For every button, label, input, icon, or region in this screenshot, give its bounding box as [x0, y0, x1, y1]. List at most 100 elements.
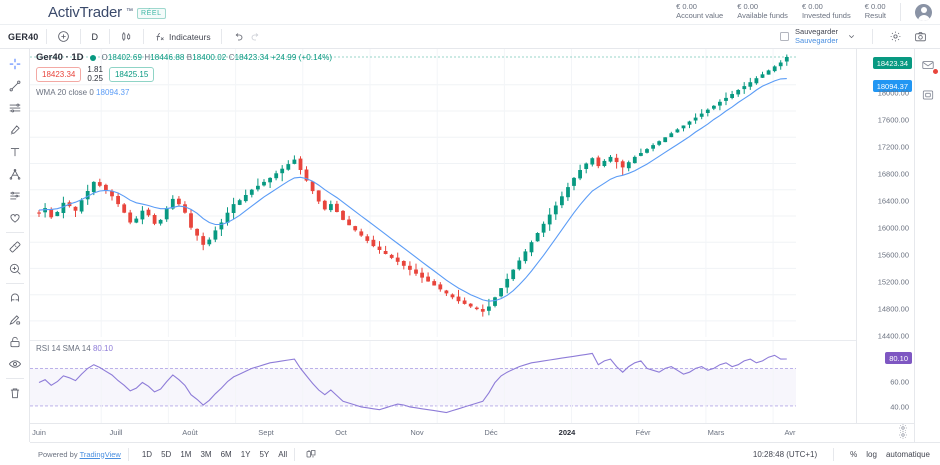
chevron-down-icon[interactable] [844, 24, 859, 49]
chart-legend: Ger40 · 1D O18402.69 H18446.88 B18400.02… [36, 52, 332, 97]
drawing-toolbar [0, 49, 30, 442]
window-save-icon[interactable] [918, 85, 938, 105]
lock-icon[interactable] [3, 331, 27, 353]
gann-fan-icon[interactable] [3, 163, 27, 185]
indicators-button[interactable]: Indicateurs [151, 24, 214, 49]
divider [294, 447, 296, 461]
trend-line-icon[interactable] [3, 75, 27, 97]
account-summary: € 0.00 Account value € 0.00 Available fu… [676, 3, 940, 21]
auto-scale-button[interactable]: automatique [885, 449, 930, 459]
range-selector: 1D 5D 1M 3M 6M 1Y 5Y All [142, 450, 287, 459]
redo-button[interactable] [247, 24, 265, 49]
add-symbol-button[interactable] [54, 24, 73, 49]
price-chart-pane[interactable]: Ger40 · 1D O18402.69 H18446.88 B18400.02… [30, 49, 914, 337]
price-tick-15200: 15200.00 [877, 277, 909, 287]
divider [79, 29, 81, 44]
price-axis[interactable]: 18423.34 18094.37 18000.00 17600.00 1720… [856, 49, 914, 423]
ohlc-open-key: O [101, 53, 108, 62]
trademark-symbol: ™ [125, 7, 133, 15]
wma-indicator-legend[interactable]: WMA 20 close 0 18094.37 [36, 88, 332, 97]
measure-ruler-icon[interactable] [3, 236, 27, 258]
chart-type-button[interactable] [117, 24, 136, 49]
range-6m[interactable]: 6M [220, 449, 232, 459]
range-3m[interactable]: 3M [200, 449, 212, 459]
result-amount: € 0.00 [864, 2, 886, 12]
candlestick-plot [30, 49, 796, 337]
ohlc-low-key: B [186, 53, 193, 62]
brand-logo[interactable]: ActivTrader ™ RÉEL [48, 4, 166, 21]
result-label: Result [864, 11, 886, 20]
wma-value: 18094.37 [96, 87, 130, 97]
range-1y[interactable]: 1Y [240, 449, 251, 459]
rsi-axis-gear-icon[interactable] [898, 420, 908, 438]
pattern-icon[interactable] [3, 185, 27, 207]
favorites-heart-icon[interactable] [3, 207, 27, 229]
brush-icon[interactable] [3, 119, 27, 141]
chart-area[interactable]: Ger40 · 1D O18402.69 H18446.88 B18400.02… [30, 49, 914, 442]
sell-price-button[interactable]: 18423.34 [36, 67, 82, 83]
percent-scale-button[interactable]: % [850, 449, 858, 459]
ohlc-close-value: 18423.34 [234, 53, 269, 62]
account-value-amount: € 0.00 [676, 2, 697, 12]
spread-top: 1.81 [87, 65, 103, 74]
settings-gear-icon[interactable] [886, 24, 905, 49]
mail-icon[interactable] [918, 55, 939, 75]
time-tick-oct: Oct [335, 428, 347, 437]
compare-icon[interactable] [302, 442, 320, 465]
rsi-value: 80.10 [92, 344, 113, 353]
invested-funds-label: Invested funds [801, 11, 851, 20]
ohlc-close-key: C [228, 53, 235, 62]
magnet-icon[interactable] [3, 287, 27, 309]
price-tick-17200: 17200.00 [877, 142, 909, 152]
result-item: € 0.00 Result [865, 3, 886, 20]
crosshair-icon[interactable] [3, 53, 27, 75]
price-tick-15600: 15600.00 [877, 250, 909, 260]
timeframe-button[interactable]: D [91, 31, 99, 42]
zoom-in-icon[interactable] [3, 258, 27, 280]
bottom-right-group: 10:28:48 (UTC+1) % log automatique [752, 447, 940, 461]
eye-hide-icon[interactable] [3, 353, 27, 375]
right-sidebar [914, 49, 940, 442]
camera-snapshot-icon[interactable] [911, 24, 930, 49]
range-all[interactable]: All [278, 449, 288, 459]
range-5d[interactable]: 5D [161, 449, 172, 459]
rsi-legend[interactable]: RSI 14 SMA 14 80.10 [36, 344, 113, 353]
tradingview-link[interactable]: TradingView [79, 449, 121, 459]
user-avatar[interactable] [915, 3, 932, 21]
draw-lock-icon[interactable] [3, 309, 27, 331]
buy-price-button[interactable]: 18425.15 [108, 67, 155, 83]
invested-funds-amount: € 0.00 [801, 2, 823, 12]
log-scale-button[interactable]: log [866, 449, 877, 459]
price-tick-14800: 14800.00 [877, 304, 909, 314]
divider [5, 283, 24, 284]
save-layout-labels[interactable]: Sauvegarder Sauvegarder [795, 26, 838, 45]
time-tick-fevr: Févr [635, 428, 651, 437]
ohlc-change: +24.99 (+0.14%) [271, 53, 333, 62]
range-1d[interactable]: 1D [141, 449, 153, 459]
divider [872, 29, 873, 44]
divider [5, 232, 24, 233]
horizontal-lines-icon[interactable] [3, 97, 27, 119]
live-status-dot [89, 54, 96, 61]
rsi-plot [30, 341, 796, 424]
clock-label[interactable]: 10:28:48 (UTC+1) [752, 449, 818, 459]
chart-toolbar: GER40 D Indicateurs [0, 24, 940, 49]
save-layout-checkbox[interactable] [780, 32, 790, 41]
range-1m[interactable]: 1M [180, 449, 192, 459]
ohlc-open-value: 18402.69 [107, 53, 143, 62]
rsi-pane[interactable]: RSI 14 SMA 14 80.10 [30, 340, 914, 424]
text-tool-icon[interactable] [3, 141, 27, 163]
ohlc-high-value: 18446.88 [150, 53, 185, 62]
ohlc-low-value: 18400.02 [192, 53, 227, 62]
ohlc-values: O18402.69 H18446.88 B18400.02 C18423.34 … [102, 53, 333, 62]
trash-icon[interactable] [3, 382, 27, 404]
ohlc-high-key: H [144, 53, 151, 62]
symbol-label[interactable]: GER40 [8, 31, 39, 42]
time-axis[interactable]: Juin Juill Août Sept Oct Nov Déc 2024 Fé… [30, 423, 914, 442]
save-label: Sauvegarder [795, 26, 838, 36]
time-tick-mars: Mars [707, 428, 725, 437]
time-tick-juill: Juill [109, 428, 123, 437]
undo-button[interactable] [229, 24, 247, 49]
range-5y[interactable]: 5Y [259, 449, 270, 459]
